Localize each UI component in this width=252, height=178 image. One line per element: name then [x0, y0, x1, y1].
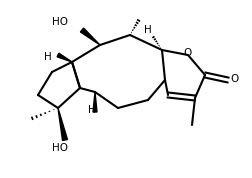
Polygon shape [57, 53, 72, 62]
Text: H: H [144, 25, 152, 35]
Polygon shape [80, 28, 100, 45]
Polygon shape [93, 92, 97, 112]
Text: HO: HO [52, 143, 68, 153]
Text: HO: HO [52, 17, 68, 27]
Polygon shape [58, 108, 68, 141]
Text: H: H [44, 52, 52, 62]
Text: H: H [88, 105, 96, 115]
Text: O: O [184, 48, 192, 58]
Text: O: O [230, 74, 238, 84]
